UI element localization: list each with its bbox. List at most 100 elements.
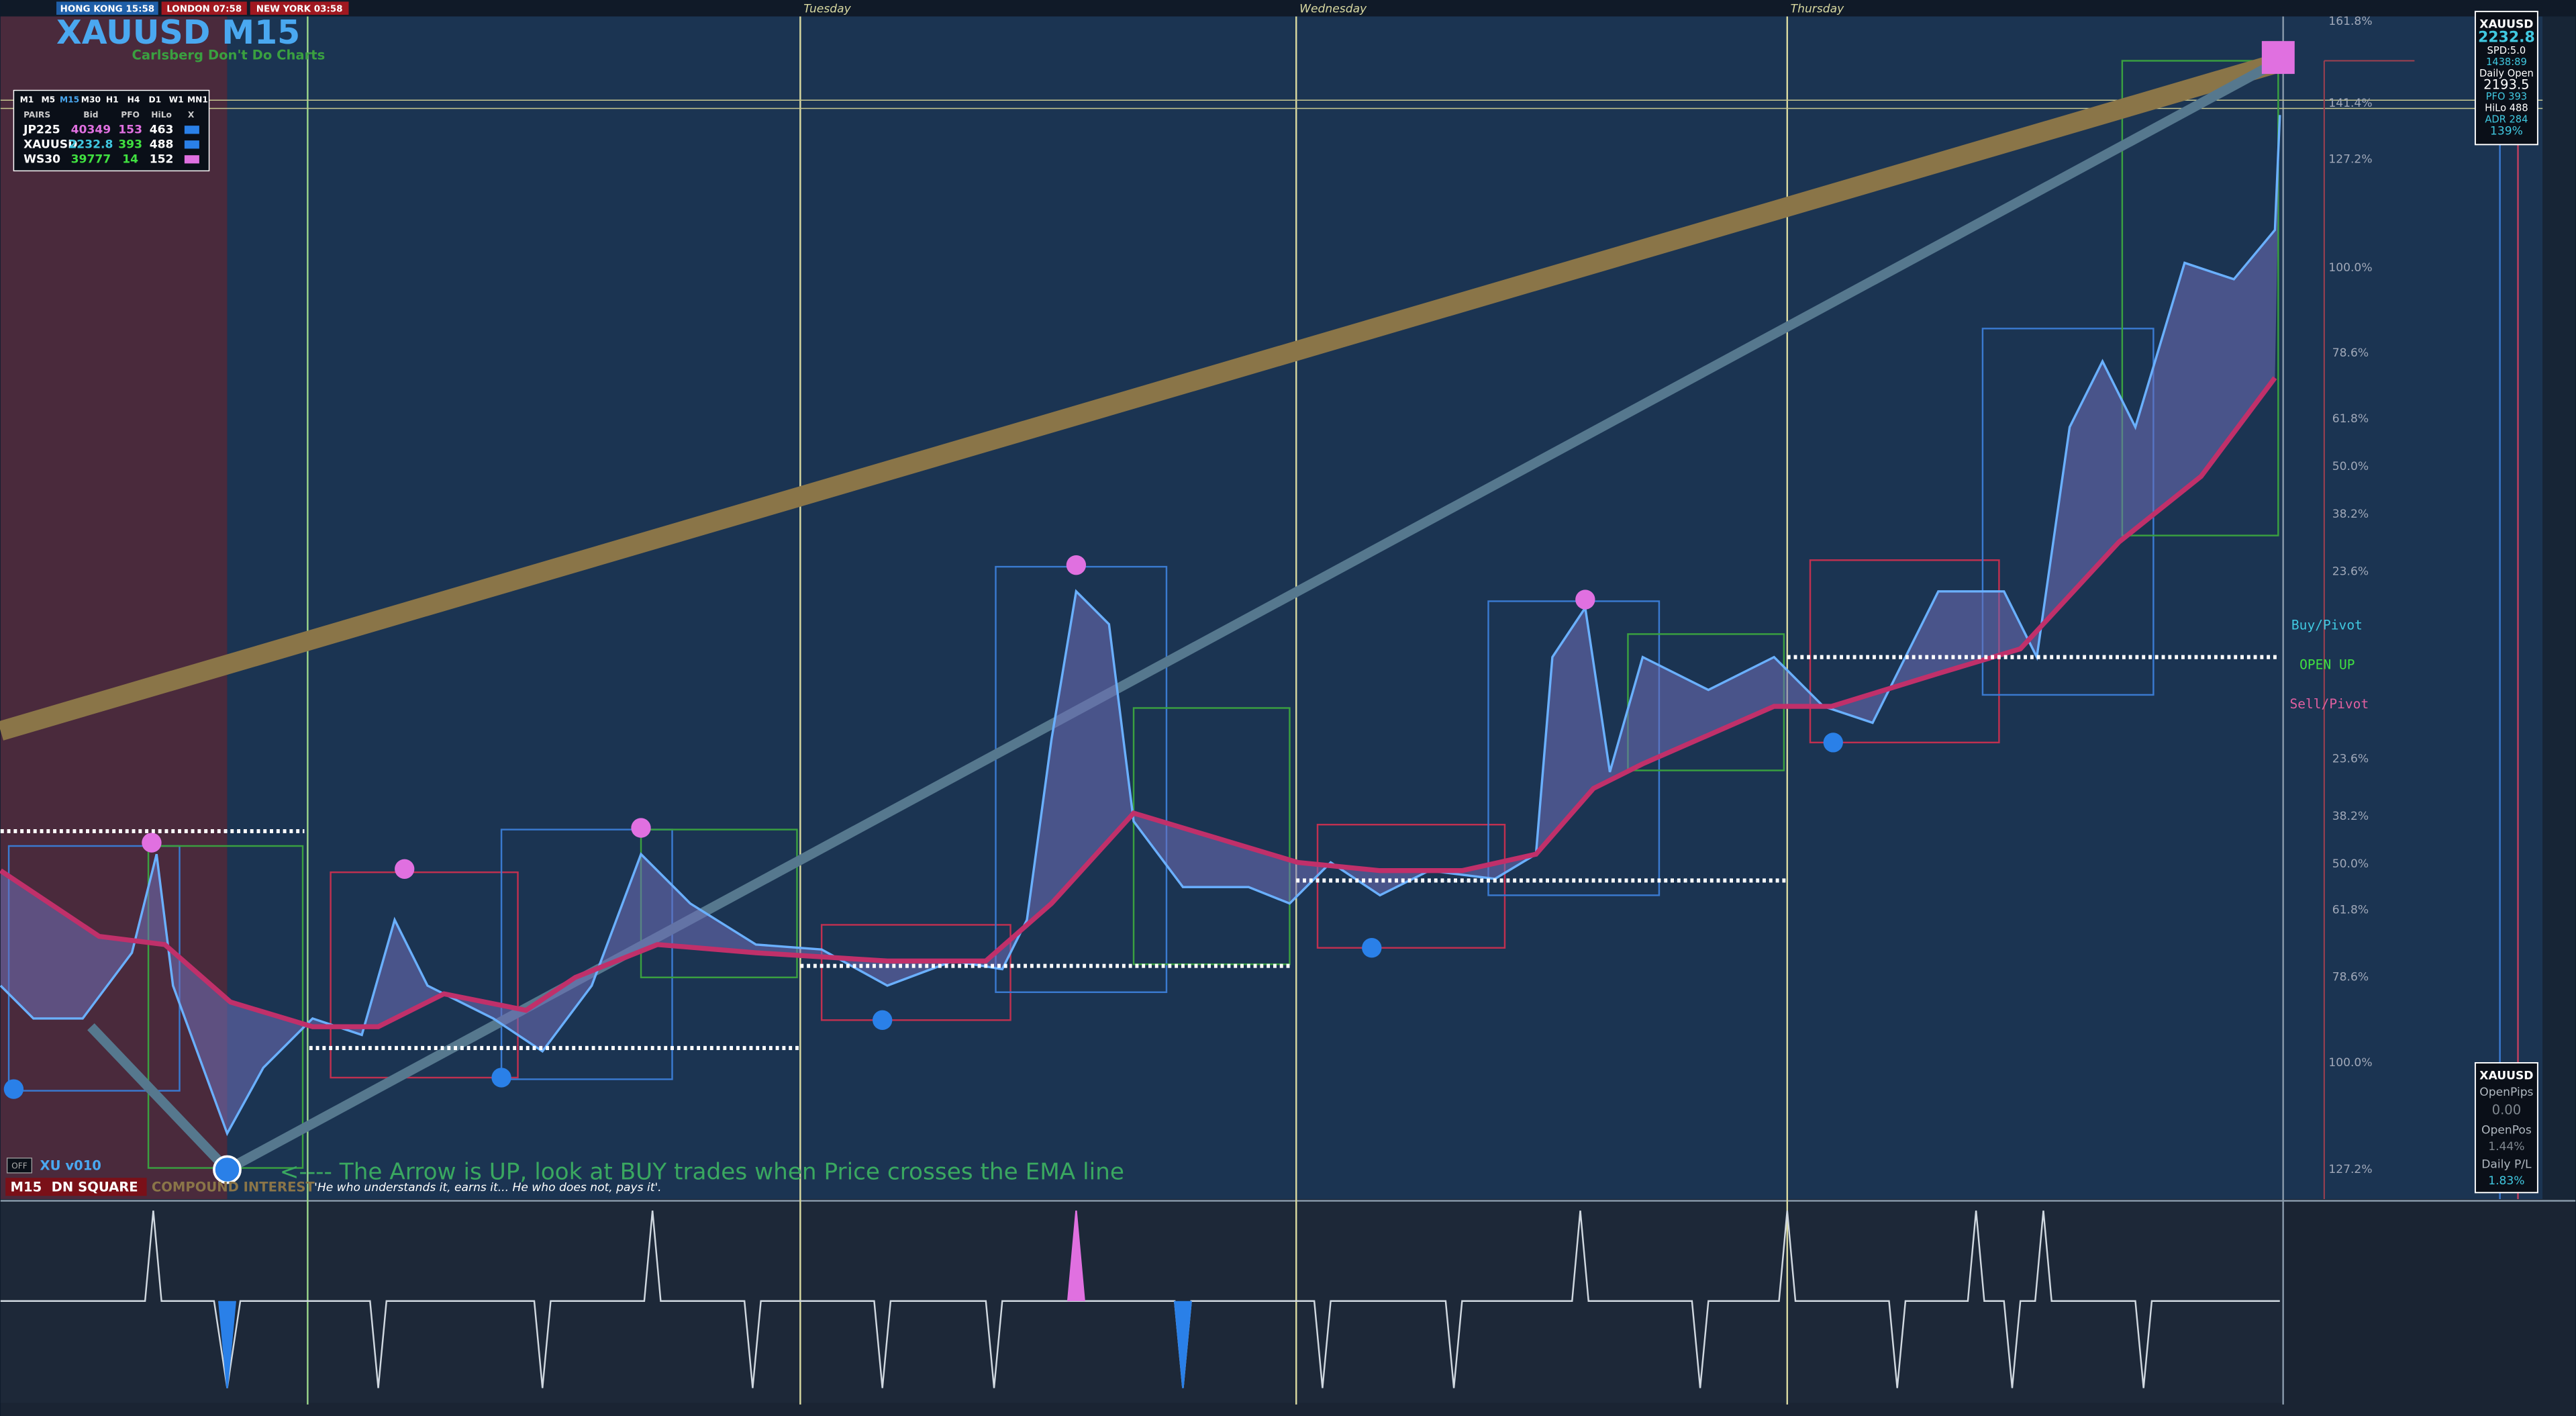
daily-pl: 1.83% bbox=[2488, 1174, 2524, 1188]
timeframe: M15 bbox=[11, 1179, 42, 1194]
indicator-spike bbox=[1067, 1211, 1085, 1301]
annotation: <---- The Arrow is UP, look at BUY trade… bbox=[280, 1158, 1124, 1185]
top-bar bbox=[0, 0, 2576, 17]
title: XAUUSD M15 bbox=[56, 13, 300, 52]
position-texts: XAUUSD OpenPips 0.00 OpenPos 1.44% Daily… bbox=[2479, 1070, 2533, 1188]
table-cell: 152 bbox=[150, 152, 174, 166]
info-timer: 1438:89 bbox=[2486, 56, 2527, 68]
column-header: Bid bbox=[83, 110, 98, 120]
position-panel bbox=[2474, 1061, 2538, 1194]
timeframe-tab[interactable]: H4 bbox=[128, 95, 140, 105]
table-cell: 488 bbox=[150, 138, 174, 151]
price-ema-fill bbox=[0, 115, 2280, 1134]
info-adr-pct: 139% bbox=[2490, 125, 2523, 138]
timeframe-tab[interactable]: MN1 bbox=[187, 95, 208, 105]
fib-label: 50.0% bbox=[2332, 857, 2369, 871]
swing-high bbox=[1066, 555, 1087, 575]
pivot-label: Buy/Pivot bbox=[2291, 618, 2363, 633]
fib-label: 23.6% bbox=[2332, 565, 2369, 578]
timeframe-tab[interactable]: D1 bbox=[148, 95, 161, 105]
table-cell: 153 bbox=[118, 123, 142, 136]
table-cell: 39777 bbox=[71, 152, 111, 166]
column-header: X bbox=[188, 110, 195, 120]
session-clock: HONG KONG 15:58 bbox=[60, 4, 155, 14]
tagline: COMPOUND INTEREST bbox=[152, 1179, 315, 1194]
fib-label: 61.8% bbox=[2332, 903, 2369, 916]
table-cell: 14 bbox=[122, 152, 138, 166]
swing-low bbox=[213, 1155, 242, 1184]
boxes bbox=[7, 60, 2279, 1169]
pivot-label: Sell/Pivot bbox=[2289, 696, 2369, 712]
toggle-text[interactable]: OFF bbox=[11, 1162, 28, 1171]
info-pfo: PFO 393 bbox=[2486, 91, 2527, 102]
fib-levels: 161.8% 141.4% 127.2% 100.0% 78.6% 61.8% 50.0% 3… bbox=[2328, 15, 2372, 1176]
swing-markers bbox=[3, 41, 2295, 1184]
trend-line bbox=[0, 52, 2283, 741]
fib-label: 50.0% bbox=[2332, 460, 2369, 473]
swing-high bbox=[395, 859, 415, 879]
swing-high bbox=[631, 818, 651, 838]
day-label: Wednesday bbox=[1299, 2, 1367, 15]
timeframe-tab[interactable]: H1 bbox=[106, 95, 119, 105]
timeframe-tab[interactable]: M5 bbox=[41, 95, 55, 105]
pair-name: XAUUSD bbox=[23, 138, 77, 151]
position-label: Daily P/L bbox=[2481, 1158, 2532, 1172]
price-line bbox=[0, 115, 2281, 1137]
signal-square bbox=[184, 140, 199, 149]
info-symbol: XAUUSD bbox=[2479, 18, 2533, 32]
box bbox=[1316, 823, 1506, 949]
toggle-button[interactable] bbox=[7, 1158, 32, 1174]
session-badge bbox=[250, 1, 349, 15]
info-panel bbox=[2474, 11, 2538, 146]
indicator-line bbox=[0, 1211, 2280, 1388]
day-lines bbox=[307, 16, 2284, 1405]
table-cell: 393 bbox=[118, 138, 142, 151]
swing-high bbox=[2261, 41, 2295, 75]
indicator-spike bbox=[218, 1301, 236, 1388]
open-pos: 1.44% bbox=[2488, 1140, 2524, 1153]
timeframe-tab[interactable]: M30 bbox=[81, 95, 101, 105]
subtitle: Carlsberg Don't Do Charts bbox=[132, 48, 326, 63]
timeframe-tab[interactable]: W1 bbox=[169, 95, 184, 105]
table-cell: 40349 bbox=[71, 123, 111, 136]
signal-square bbox=[184, 126, 199, 134]
info-label: Daily Open bbox=[2479, 68, 2534, 79]
table-cell: 463 bbox=[150, 123, 174, 136]
day-labels: Tuesday Wednesday Thursday bbox=[803, 2, 1844, 15]
fib-label: 127.2% bbox=[2328, 152, 2372, 166]
info-texts: XAUUSD 2232.8 SPD:5.0 1438:89 Daily Open… bbox=[2478, 18, 2535, 138]
mode-badge bbox=[5, 1178, 147, 1196]
box bbox=[820, 924, 1011, 1021]
indicator-panel bbox=[0, 1202, 2283, 1403]
fib-label: 78.6% bbox=[2332, 346, 2369, 360]
mode: DN SQUARE bbox=[52, 1179, 138, 1194]
swing-low bbox=[491, 1068, 511, 1088]
pairs-table bbox=[13, 89, 210, 172]
fib-label: 78.6% bbox=[2332, 971, 2369, 984]
price-axis bbox=[2542, 16, 2576, 1200]
quote: 'He who understands it, earns it... He w… bbox=[314, 1181, 661, 1194]
timeframe-tab[interactable]: M15 bbox=[60, 95, 79, 105]
info-hilo: HiLo 488 bbox=[2485, 102, 2528, 113]
pivot-lines bbox=[0, 655, 2280, 1051]
timeframe-tab[interactable]: M1 bbox=[20, 95, 34, 105]
swing-low bbox=[3, 1079, 24, 1099]
version: XU v010 bbox=[40, 1158, 101, 1174]
fib-label: 127.2% bbox=[2328, 1163, 2372, 1176]
swing-high bbox=[1575, 589, 1595, 610]
session-clock: LONDON 07:58 bbox=[166, 4, 242, 14]
pair-name: JP225 bbox=[23, 123, 60, 136]
info-adr: ADR 284 bbox=[2485, 114, 2528, 126]
column-header: HiLo bbox=[151, 110, 172, 120]
info-daily-open: 2193.5 bbox=[2483, 77, 2529, 93]
session-badge bbox=[161, 1, 247, 15]
fib-label: 38.2% bbox=[2332, 810, 2369, 823]
fib-label: 23.6% bbox=[2332, 752, 2369, 765]
column-header: PAIRS bbox=[23, 110, 50, 120]
sessions: HONG KONG 15:58 LONDON 07:58 NEW YORK 03:5… bbox=[60, 4, 343, 14]
indicator-spike bbox=[1173, 1301, 1192, 1388]
fib-label: 38.2% bbox=[2332, 508, 2369, 521]
table: M1 M5 M15 M30 H1 H4 D1 W1 MN1 PAIRS Bid PFO HiLo X JP2… bbox=[20, 95, 208, 167]
